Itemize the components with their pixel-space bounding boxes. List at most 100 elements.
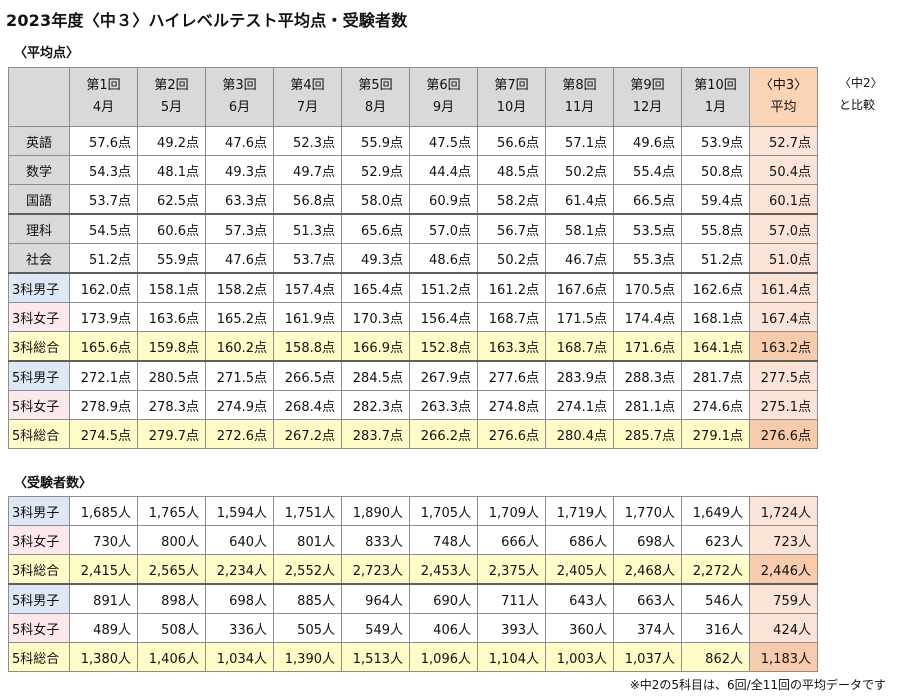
- round-header: 第5回 8月: [341, 67, 410, 127]
- value-cell: 171.6点: [613, 331, 682, 362]
- value-cell: 274.6点: [681, 390, 750, 420]
- value-cell: 316人: [681, 613, 750, 643]
- value-cell: 1,751人: [273, 496, 342, 526]
- value-cell: 44.4点: [409, 155, 478, 185]
- table-row: 国語 53.7点 62.5点 63.3点 56.8点 58.0点 60.9点 58.2点 61.…: [8, 184, 818, 215]
- value-cell: 162.0点: [69, 272, 138, 303]
- value-cell: 66.5点: [613, 184, 682, 215]
- value-cell: 336人: [205, 613, 274, 643]
- value-cell: 281.7点: [681, 360, 750, 391]
- value-cell: 59.4点: [681, 184, 750, 215]
- value-cell: 49.3点: [205, 155, 274, 185]
- table-row: 5科女子 278.9点 278.3点 274.9点 268.4点 282.3点 263.3点…: [8, 390, 818, 420]
- table-row: 5科総合 274.5点 279.7点 272.6点 267.2点 283.7点 266.2点…: [8, 419, 818, 449]
- value-cell: 640人: [205, 525, 274, 555]
- value-cell: 50.2点: [545, 155, 614, 185]
- round-header: 第7回 10月: [477, 67, 546, 127]
- average-cell: 1,724人: [749, 496, 818, 526]
- table-row: 5科男子 272.1点 280.5点 271.5点 266.5点 284.5点 267.9点…: [8, 360, 818, 391]
- round-header: 第8回 11月: [545, 67, 614, 127]
- average-cell: 57.0点: [749, 213, 818, 244]
- value-cell: 283.9点: [545, 360, 614, 391]
- value-cell: 2,468人: [613, 554, 682, 585]
- round-month: 1月: [704, 100, 727, 115]
- table-row: 3科男子 1,685人 1,765人 1,594人 1,751人 1,890人 1,705人…: [8, 496, 818, 526]
- round-month: 9月: [432, 100, 455, 115]
- value-cell: 277.6点: [477, 360, 546, 391]
- value-cell: 623人: [681, 525, 750, 555]
- value-cell: 162.6点: [681, 272, 750, 303]
- value-cell: 57.6点: [69, 126, 138, 156]
- round-header: 第9回 12月: [613, 67, 682, 127]
- value-cell: 280.4点: [545, 419, 614, 449]
- value-cell: 48.5点: [477, 155, 546, 185]
- value-cell: 1,003人: [545, 642, 614, 672]
- value-cell: 163.3点: [477, 331, 546, 362]
- row-label: 社会: [8, 243, 70, 274]
- value-cell: 60.9点: [409, 184, 478, 215]
- value-cell: 278.9点: [69, 390, 138, 420]
- value-cell: 53.7点: [69, 184, 138, 215]
- value-cell: 165.2点: [205, 302, 274, 332]
- value-cell: 168.7点: [477, 302, 546, 332]
- value-cell: 63.3点: [205, 184, 274, 215]
- average-header-bottom: 平均: [770, 100, 797, 115]
- value-cell: 1,685人: [69, 496, 138, 526]
- round-header: 第2回 5月: [137, 67, 206, 127]
- value-cell: 711人: [477, 583, 546, 614]
- value-cell: 274.5点: [69, 419, 138, 449]
- value-cell: 168.7点: [545, 331, 614, 362]
- value-cell: 282.3点: [341, 390, 410, 420]
- value-cell: 161.2点: [477, 272, 546, 303]
- table-corner: [8, 67, 70, 127]
- value-cell: 56.8点: [273, 184, 342, 215]
- value-cell: 1,649人: [681, 496, 750, 526]
- average-cell: 167.4点: [749, 302, 818, 332]
- value-cell: 55.9点: [137, 243, 206, 274]
- value-cell: 698人: [613, 525, 682, 555]
- value-cell: 288.3点: [613, 360, 682, 391]
- value-cell: 374人: [613, 613, 682, 643]
- value-cell: 159.8点: [137, 331, 206, 362]
- value-cell: 274.1点: [545, 390, 614, 420]
- round-header: 第4回 7月: [273, 67, 342, 127]
- average-cell: 1,183人: [749, 642, 818, 672]
- compare-header: 〈中2〉 と比較: [839, 72, 883, 116]
- value-cell: 690人: [409, 583, 478, 614]
- section-title-average: 〈平均点〉: [14, 46, 80, 61]
- value-cell: 263.3点: [409, 390, 478, 420]
- value-cell: 801人: [273, 525, 342, 555]
- value-cell: 2,453人: [409, 554, 478, 585]
- value-cell: 964人: [341, 583, 410, 614]
- value-cell: 51.2点: [69, 243, 138, 274]
- value-cell: 279.1点: [681, 419, 750, 449]
- table-header-row: 第1回 4月 第2回 5月 第3回 6月 第4回 7月 第5回 8月 第6回 9月 第7回 10月 第8回 1…: [8, 67, 818, 127]
- value-cell: 56.7点: [477, 213, 546, 244]
- table-row: 社会 51.2点 55.9点 47.6点 53.7点 49.3点 48.6点 50.2点 46.…: [8, 243, 818, 274]
- value-cell: 686人: [545, 525, 614, 555]
- value-cell: 1,709人: [477, 496, 546, 526]
- round-month: 5月: [160, 100, 183, 115]
- value-cell: 1,406人: [137, 642, 206, 672]
- row-label: 5科女子: [8, 390, 70, 420]
- value-cell: 833人: [341, 525, 410, 555]
- round-number: 第2回: [154, 78, 189, 93]
- value-cell: 1,719人: [545, 496, 614, 526]
- row-label: 国語: [8, 184, 70, 215]
- value-cell: 1,890人: [341, 496, 410, 526]
- row-label: 5科男子: [8, 360, 70, 391]
- value-cell: 49.6点: [613, 126, 682, 156]
- value-cell: 505人: [273, 613, 342, 643]
- value-cell: 283.7点: [341, 419, 410, 449]
- row-label: 3科総合: [8, 554, 70, 585]
- value-cell: 170.3点: [341, 302, 410, 332]
- value-cell: 55.4点: [613, 155, 682, 185]
- value-cell: 49.2点: [137, 126, 206, 156]
- value-cell: 171.5点: [545, 302, 614, 332]
- average-cell: 161.4点: [749, 272, 818, 303]
- value-cell: 47.6点: [205, 243, 274, 274]
- value-cell: 165.6点: [69, 331, 138, 362]
- round-month: 6月: [228, 100, 251, 115]
- value-cell: 50.2点: [477, 243, 546, 274]
- round-number: 第4回: [290, 78, 325, 93]
